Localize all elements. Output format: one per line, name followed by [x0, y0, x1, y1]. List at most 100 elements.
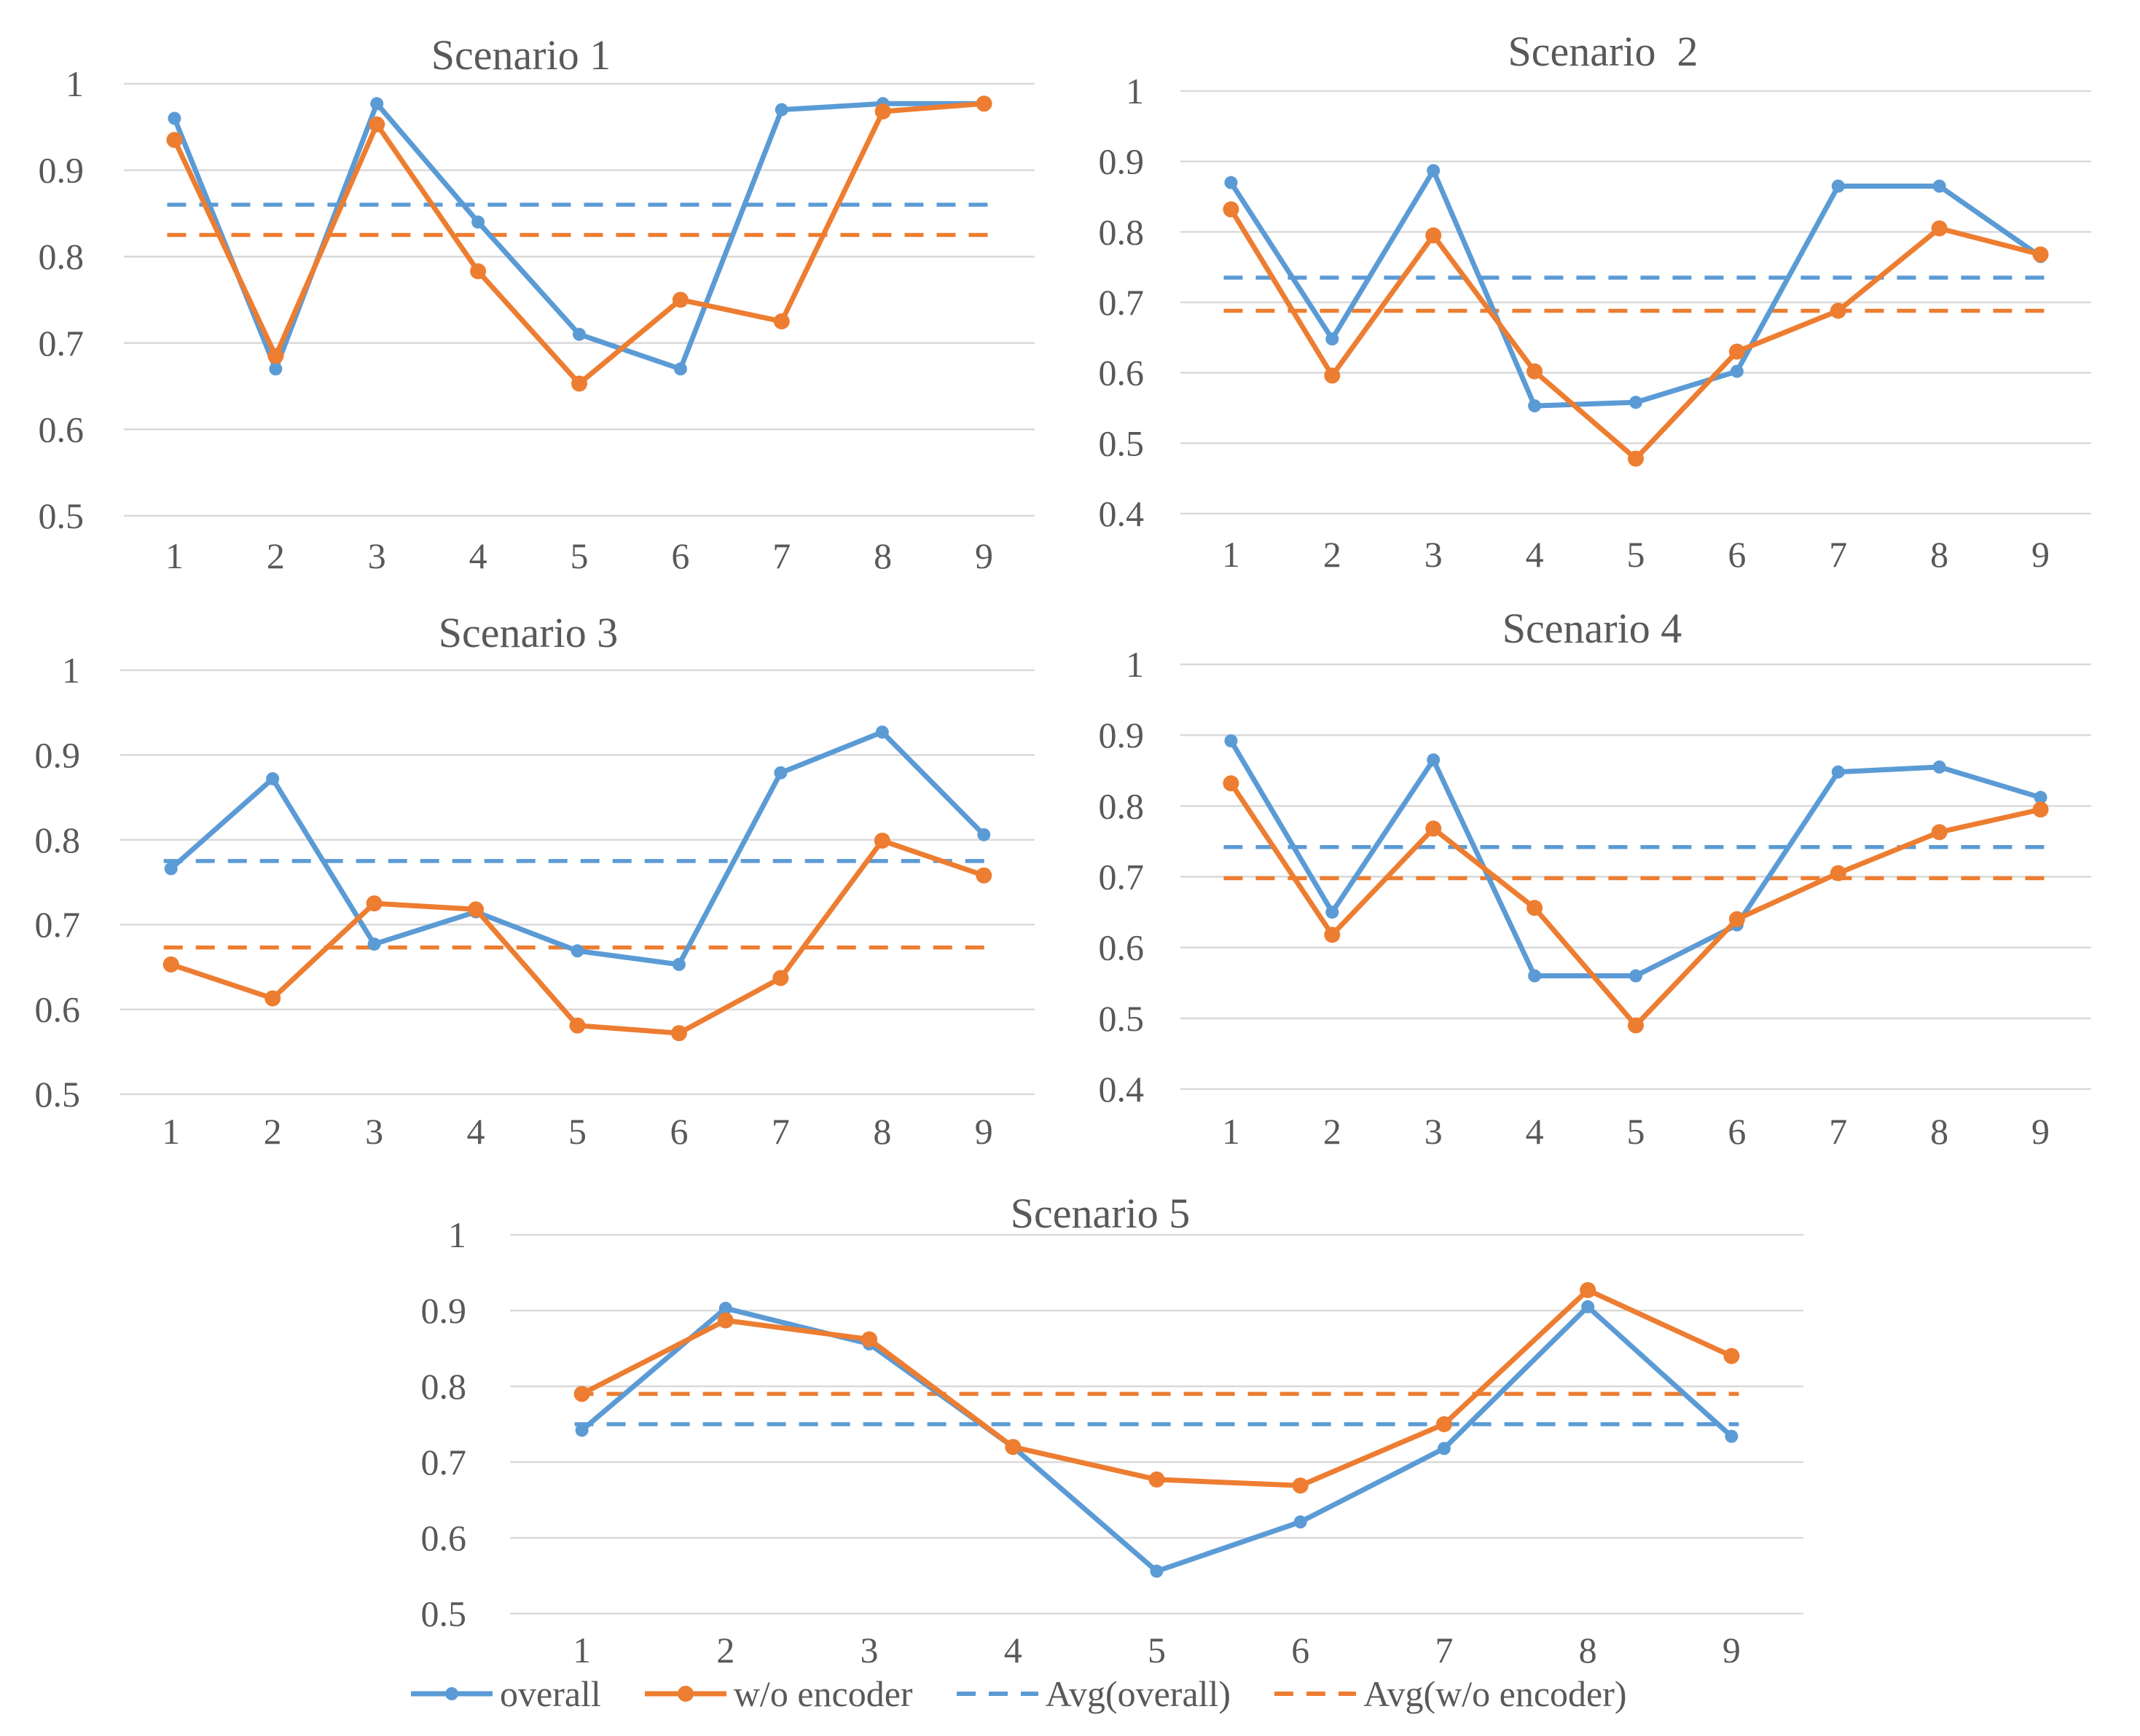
data-point-overall [718, 1301, 732, 1315]
data-point-wo-encoder [573, 1386, 590, 1402]
y-tick-label: 0.5 [421, 1593, 467, 1634]
data-point-overall [1224, 734, 1238, 747]
data-point-overall [1629, 969, 1642, 983]
x-tick-label: 6 [671, 535, 689, 576]
data-point-wo-encoder [976, 867, 992, 884]
data-point-wo-encoder [1728, 911, 1745, 927]
y-tick-label: 0.9 [1099, 141, 1145, 182]
data-point-wo-encoder [264, 990, 281, 1007]
x-tick-label: 2 [716, 1630, 734, 1670]
chart-panel-1: 0.5 0.6 0.7 0.8 0.9 1 1 2 3 4 5 6 7 8 9 Scenario 1 [39, 31, 1035, 576]
data-point-wo-encoder [267, 347, 284, 364]
legend-item-overall: overall [408, 1673, 601, 1715]
y-tick-label: 0.5 [35, 1074, 81, 1115]
y-tick-label: 0.6 [1099, 927, 1145, 968]
series-line-wo-encoder [171, 101, 987, 387]
legend-item-avg-wo-encoder: Avg(w/o encoder) [1271, 1673, 1627, 1715]
data-point-overall [370, 97, 384, 111]
data-point-overall [2034, 790, 2047, 804]
data-point-overall [164, 862, 178, 876]
x-tick-label: 9 [975, 1111, 993, 1152]
x-tick-label: 9 [1722, 1630, 1741, 1670]
legend-swatch-wo-encoder [644, 1686, 726, 1702]
x-tick-label: 9 [2031, 534, 2050, 575]
data-point-overall [1528, 399, 1542, 413]
data-point-overall [168, 111, 181, 125]
x-tick-label: 5 [1148, 1630, 1166, 1670]
data-point-wo-encoder [1628, 450, 1644, 467]
x-tick-label: 3 [368, 535, 386, 576]
data-point-wo-encoder [976, 95, 992, 112]
data-point-wo-encoder [1148, 1471, 1165, 1488]
data-point-wo-encoder [1425, 820, 1442, 837]
x-tick-label: 4 [1526, 1111, 1544, 1152]
series-line-overall [579, 1304, 1734, 1574]
chart-title: Scenario 3 [439, 609, 618, 656]
y-tick-label: 0.6 [421, 1517, 467, 1558]
data-point-wo-encoder [1292, 1477, 1309, 1494]
x-tick-label: 4 [1004, 1630, 1022, 1670]
chart-panel-3: 0.5 0.6 0.7 0.8 0.9 1 1 2 3 4 5 6 7 8 9 Scenario 3 [35, 609, 1035, 1152]
data-point-wo-encoder [468, 901, 485, 918]
data-point-wo-encoder [569, 1017, 586, 1034]
data-point-overall [1293, 1515, 1307, 1529]
y-tick-label: 0.6 [39, 409, 85, 449]
series-line-wo-encoder [1228, 206, 2044, 462]
x-tick-label: 5 [1627, 534, 1645, 575]
data-point-overall [266, 771, 280, 785]
data-point-wo-encoder [1223, 201, 1239, 218]
data-point-overall [367, 937, 381, 951]
legend-swatch-avg-wo-encoder [1274, 1692, 1357, 1696]
data-point-overall [1629, 396, 1642, 409]
data-point-wo-encoder [773, 313, 790, 330]
data-point-wo-encoder [1830, 865, 1846, 881]
chart-panel-5: 0.5 0.6 0.7 0.8 0.9 1 1 2 3 4 5 6 7 8 9 Scenario 5 [421, 1190, 1803, 1670]
y-tick-label: 0.8 [35, 820, 81, 860]
x-tick-label: 4 [467, 1111, 485, 1152]
data-point-overall [1730, 364, 1744, 378]
x-tick-label: 5 [571, 535, 589, 576]
x-tick-label: 6 [1291, 1630, 1309, 1670]
data-point-overall [1725, 1429, 1739, 1443]
chart-title: Scenario 4 [1502, 605, 1682, 652]
data-point-wo-encoder [1526, 900, 1543, 916]
y-tick-label: 0.7 [1099, 282, 1145, 323]
data-point-wo-encoder [1728, 343, 1745, 360]
data-point-overall [1325, 332, 1339, 346]
legend-swatch-avg-overall [956, 1692, 1038, 1696]
data-point-wo-encoder [1931, 824, 1948, 841]
x-tick-label: 8 [1930, 1111, 1948, 1152]
data-point-overall [672, 957, 686, 971]
y-tick-label: 0.9 [39, 150, 85, 191]
data-point-wo-encoder [1931, 220, 1948, 237]
x-tick-label: 2 [267, 535, 285, 576]
chart-title: Scenario 5 [1011, 1190, 1190, 1237]
x-tick-label: 7 [1435, 1630, 1453, 1670]
data-point-overall [1932, 760, 1946, 774]
y-tick-label: 0.9 [421, 1290, 467, 1331]
x-tick-label: 4 [469, 535, 487, 576]
y-tick-label: 0.5 [1099, 423, 1145, 463]
y-tick-label: 1 [66, 63, 84, 104]
y-tick-label: 0.8 [421, 1366, 467, 1407]
y-tick-label: 0.5 [39, 495, 85, 536]
x-tick-label: 7 [1829, 1111, 1847, 1152]
y-tick-label: 1 [1126, 644, 1144, 685]
data-point-wo-encoder [717, 1312, 734, 1329]
x-tick-label: 1 [1222, 534, 1240, 575]
data-point-wo-encoder [571, 375, 587, 392]
y-tick-label: 0.5 [1099, 998, 1145, 1039]
x-tick-label: 7 [772, 535, 791, 576]
y-tick-label: 0.7 [35, 904, 81, 945]
x-tick-label: 9 [975, 535, 993, 576]
data-point-wo-encoder [166, 132, 183, 149]
data-point-wo-encoder [1223, 775, 1239, 792]
y-tick-label: 0.7 [421, 1442, 467, 1482]
data-point-wo-encoder [1425, 227, 1442, 244]
y-tick-label: 0.7 [1099, 857, 1145, 898]
data-point-overall [875, 725, 889, 739]
y-tick-label: 0.6 [1099, 353, 1145, 393]
data-point-wo-encoder [670, 1025, 687, 1042]
data-point-wo-encoder [1324, 927, 1341, 943]
